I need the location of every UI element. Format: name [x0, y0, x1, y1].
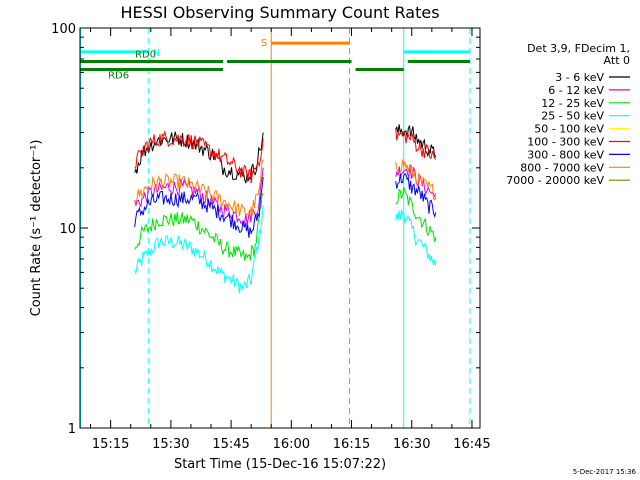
plot-area: N S RD0 RD6 [80, 28, 471, 428]
series-line [134, 192, 264, 261]
y-tick-label: 1 [68, 422, 76, 437]
legend-entry-label: 3 - 6 keV [555, 71, 604, 84]
series-line [134, 205, 264, 294]
axes: 1 10 100 15:15 15:30 15:45 16:00 16:15 16:30 16:4… [51, 22, 491, 452]
x-tick-label: 15:45 [212, 437, 249, 452]
date-stamp: 5-Dec-2017 15:36 [573, 468, 637, 476]
chart-title: HESSI Observing Summary Count Rates [120, 3, 439, 22]
x-axis-label: Start Time (15-Dec-16 15:07:22) [174, 457, 386, 472]
x-tick-label: 16:45 [453, 437, 490, 452]
series-line [395, 172, 437, 218]
series-line [134, 159, 264, 217]
series-line [395, 209, 437, 267]
x-tick-label: 16:30 [393, 437, 430, 452]
x-tick-label: 15:15 [92, 437, 129, 452]
flag-label-n: N [153, 48, 160, 59]
x-tick-label: 15:30 [152, 437, 189, 452]
series-line [395, 159, 437, 201]
series-line [395, 128, 437, 160]
x-tick-label: 16:00 [273, 437, 310, 452]
legend-header-line2: Att 0 [604, 54, 630, 67]
legend-entry-label: 800 - 7000 keV [520, 161, 604, 174]
legend-entry-label: 12 - 25 keV [541, 97, 604, 110]
series-line [134, 130, 264, 184]
flag-label-rd0: RD0 [135, 49, 156, 60]
legend-header-line1: Det 3,9, FDecim 1, [527, 42, 630, 55]
y-tick-label: 100 [51, 22, 76, 37]
legend-entry-label: 6 - 12 keV [548, 84, 604, 97]
plot-frame [79, 27, 481, 429]
legend-entry-label: 100 - 300 keV [527, 136, 604, 149]
x-tick-label: 16:15 [333, 437, 370, 452]
y-tick-label: 10 [59, 222, 76, 237]
legend-entry-label: 25 - 50 keV [541, 110, 604, 123]
legend-entry-label: 7000 - 20000 keV [506, 174, 604, 187]
flag-label-rd6: RD6 [108, 71, 129, 82]
series-line [134, 176, 264, 238]
series-line [134, 131, 264, 184]
y-axis-label: Count Rate (s⁻¹ detector⁻¹) [29, 140, 44, 317]
series-line [395, 187, 437, 243]
legend-entry-label: 50 - 100 keV [534, 123, 604, 136]
legend-entry-label: 300 - 800 keV [527, 148, 604, 161]
series-line [395, 124, 437, 159]
flag-label-s: S [261, 38, 267, 49]
